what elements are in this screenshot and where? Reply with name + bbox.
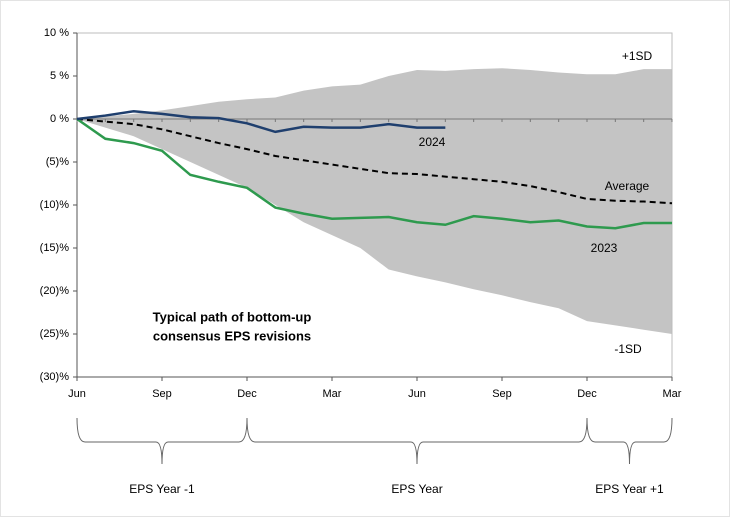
band-area [77,68,672,334]
x-tick-label: Jun [68,388,86,400]
y-tick-label: (5)% [46,156,69,168]
x-tick-label: Sep [492,388,512,400]
annotation: Typical path of bottom-up [153,309,312,324]
y-tick-label: (25)% [40,328,70,340]
annotation: consensus EPS revisions [153,328,311,343]
period-label: EPS Year [391,482,442,496]
period-label: EPS Year -1 [129,482,195,496]
x-tick-label: Sep [152,388,172,400]
x-tick-label: Mar [663,388,682,400]
series-label: 2024 [419,135,446,149]
y-tick-label: 5 % [50,70,69,82]
series-line [76,118,673,205]
band-upper-label: +1SD [622,49,653,63]
series-label: Average [605,179,650,193]
period-bracket [586,417,673,465]
series-line [76,110,446,134]
y-tick-label: (10)% [40,199,70,211]
y-tick-label: (30)% [40,371,70,383]
y-tick-label: (20)% [40,285,70,297]
x-tick-label: Dec [237,388,257,400]
y-tick-label: 0 % [50,113,69,125]
band-lower-label: -1SD [614,342,642,356]
period-bracket [76,417,248,465]
series-label: 2023 [591,241,618,255]
y-tick-label: (15)% [40,242,70,254]
x-tick-label: Dec [577,388,597,400]
period-label: EPS Year +1 [595,482,664,496]
x-tick-label: Jun [408,388,426,400]
x-tick-label: Mar [323,388,342,400]
period-bracket [246,417,588,465]
series-line [76,117,672,230]
y-tick-label: 10 % [44,27,69,39]
